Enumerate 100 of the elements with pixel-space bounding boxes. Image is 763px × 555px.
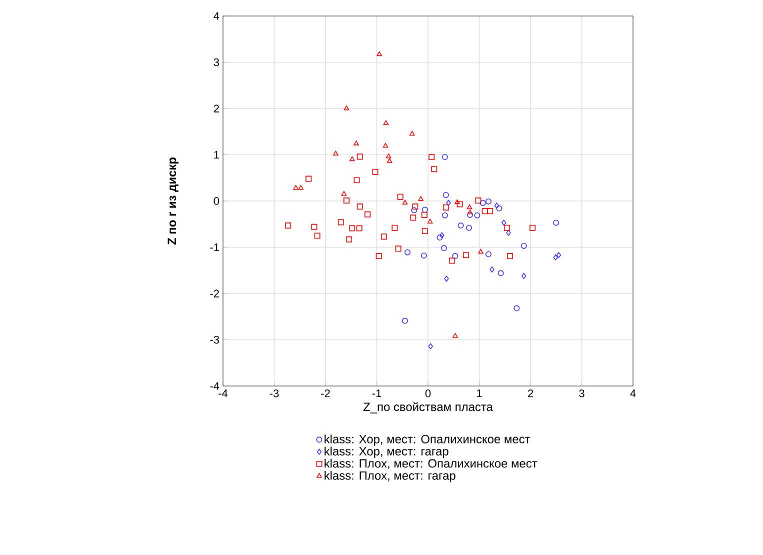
point: [456, 201, 463, 208]
y-tick-label: 2: [214, 104, 219, 112]
y-tick-label: -4: [210, 382, 220, 390]
point: [462, 252, 469, 258]
point: [386, 154, 392, 158]
y-tick-label: 0: [214, 197, 220, 205]
point: [356, 204, 363, 210]
point: [372, 168, 378, 175]
point: [553, 220, 560, 226]
point: [475, 198, 482, 204]
point: [422, 228, 428, 234]
x-tick-label: -4: [218, 390, 228, 398]
point: [397, 194, 404, 200]
point: [458, 222, 464, 228]
point: [556, 252, 562, 258]
point: [298, 185, 304, 190]
point: [504, 224, 510, 231]
point: [482, 208, 488, 214]
point: [404, 249, 410, 256]
point: [380, 234, 387, 240]
point: [514, 305, 520, 312]
point: [498, 270, 504, 276]
point: [376, 51, 382, 56]
point: [350, 156, 355, 162]
point: [440, 232, 444, 238]
point: [444, 276, 449, 282]
point: [427, 218, 433, 224]
point: [341, 191, 347, 196]
y-tick-label: 1: [214, 150, 219, 159]
point: [496, 205, 502, 212]
point: [402, 200, 408, 205]
point: [452, 253, 458, 260]
legend-label: klass: Плох, мест: Опалихинское мест: [324, 458, 538, 470]
point: [356, 225, 362, 232]
point: [485, 198, 492, 204]
point: [442, 204, 449, 210]
point: [364, 211, 371, 218]
point: [480, 200, 486, 206]
point: [306, 176, 312, 182]
point: [418, 196, 424, 201]
legend-label: klass: Хор, мест: гагар: [324, 446, 448, 458]
point: [490, 266, 494, 272]
x-axis-title: Z_по свойствам пласта: [363, 402, 493, 414]
point: [467, 210, 473, 214]
x-tick-label: 4: [630, 390, 636, 398]
point: [421, 212, 428, 218]
y-tick-label: -3: [210, 336, 219, 344]
point: [466, 204, 472, 210]
point: [478, 248, 484, 254]
legend-label: klass: Плох, мест: гагар: [324, 471, 456, 482]
point: [449, 258, 456, 264]
point: [522, 272, 526, 279]
point: [454, 199, 460, 204]
x-tick-label: -3: [270, 390, 279, 398]
point: [333, 150, 338, 156]
x-tick-label: 3: [579, 390, 584, 398]
x-tick-label: 2: [528, 390, 534, 398]
point: [311, 224, 318, 230]
y-tick-label: -2: [210, 290, 219, 298]
y-tick-label: 4: [214, 12, 220, 20]
point: [354, 177, 360, 184]
point: [383, 120, 389, 125]
x-tick-label: -2: [321, 390, 330, 398]
y-tick-label: 3: [214, 58, 219, 66]
point: [409, 130, 415, 136]
point: [420, 252, 427, 259]
x-tick-label: 0: [425, 390, 431, 398]
point: [402, 318, 408, 324]
point: [520, 242, 527, 249]
point: [422, 206, 428, 213]
point: [356, 154, 363, 160]
point: [293, 185, 298, 190]
point: [412, 204, 418, 210]
point: [392, 224, 398, 231]
point: [442, 154, 448, 160]
point: [344, 106, 350, 110]
point: [338, 219, 344, 226]
point: [428, 154, 435, 160]
point: [382, 142, 388, 148]
point: [354, 140, 359, 146]
point: [346, 236, 352, 242]
point: [553, 254, 558, 260]
point: [446, 200, 451, 206]
point: [411, 207, 418, 214]
point: [487, 208, 494, 214]
point: [440, 245, 447, 252]
point: [502, 220, 506, 226]
point: [395, 246, 402, 252]
point: [485, 251, 492, 258]
point: [410, 214, 416, 221]
point: [442, 192, 449, 198]
legend-label: klass: Хор, мест: Опалихинское мест: [324, 434, 530, 446]
point: [530, 224, 536, 231]
x-tick-label: -1: [372, 390, 382, 398]
point: [506, 230, 511, 236]
x-tick-label: 1: [477, 390, 482, 398]
point: [436, 234, 443, 241]
point: [376, 253, 382, 260]
point: [507, 253, 513, 260]
point: [466, 224, 472, 231]
